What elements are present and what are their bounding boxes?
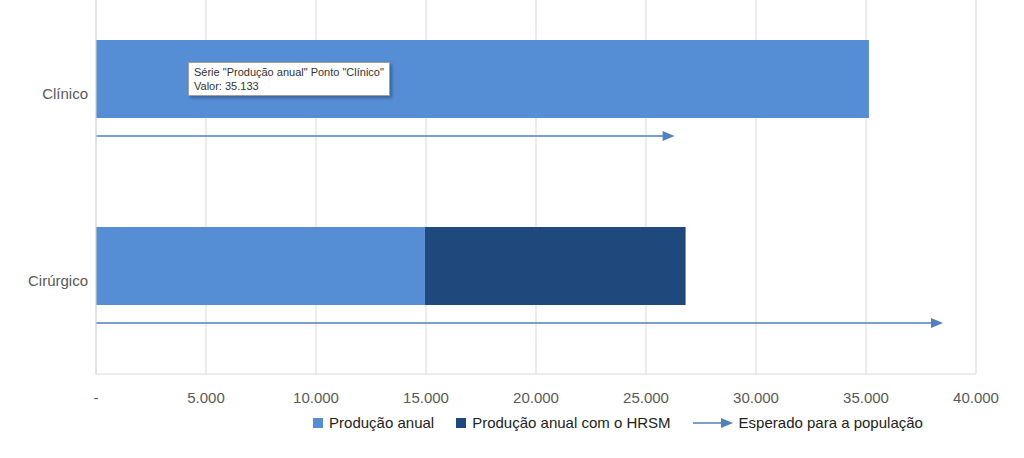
html-text:Série "Produção anual" Ponto ": Série "Produção anual" Ponto "Clínico" bbox=[194, 66, 384, 78]
svg-text:5.000: 5.000 bbox=[187, 389, 225, 406]
svg-text:Clínico: Clínico bbox=[42, 85, 88, 102]
svg-text:10.000: 10.000 bbox=[293, 389, 339, 406]
svg-text:40.000: 40.000 bbox=[953, 389, 999, 406]
html-text:Produção anual com o HRSM: Produção anual com o HRSM bbox=[472, 414, 671, 431]
svg-text:Cirúrgico: Cirúrgico bbox=[28, 272, 88, 289]
svg-text:15.000: 15.000 bbox=[403, 389, 449, 406]
svg-text:20.000: 20.000 bbox=[513, 389, 559, 406]
html-text:Valor: 35.133: Valor: 35.133 bbox=[194, 80, 259, 92]
svg-text:-: - bbox=[94, 389, 99, 406]
svg-text:30.000: 30.000 bbox=[733, 389, 779, 406]
svg-text:25.000: 25.000 bbox=[623, 389, 669, 406]
svg-text:35.000: 35.000 bbox=[843, 389, 889, 406]
html-text:Esperado para a população: Esperado para a população bbox=[738, 414, 923, 431]
html-text:Produção anual: Produção anual bbox=[329, 414, 435, 431]
